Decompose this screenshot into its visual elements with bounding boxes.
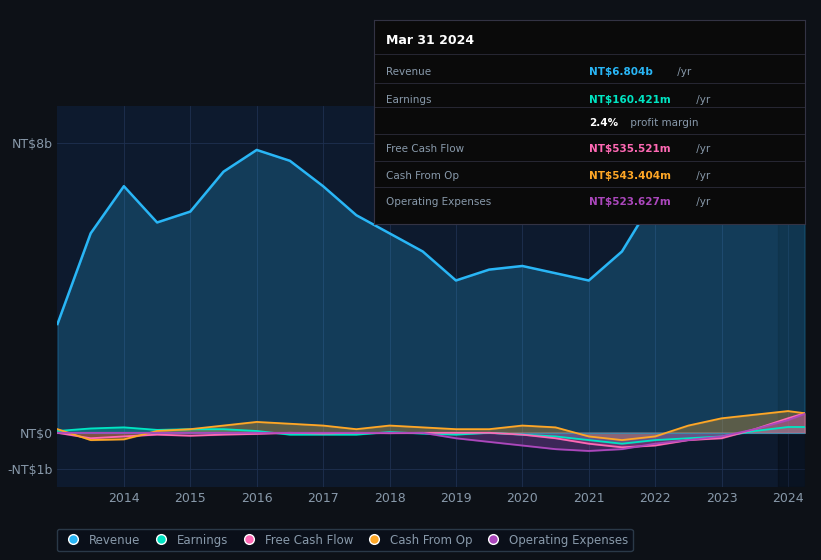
Text: NT$543.404m: NT$543.404m: [589, 171, 671, 181]
Text: Earnings: Earnings: [387, 95, 432, 105]
Text: Operating Expenses: Operating Expenses: [387, 198, 492, 207]
Text: Revenue: Revenue: [387, 67, 432, 77]
Text: profit margin: profit margin: [627, 118, 699, 128]
Text: /yr: /yr: [694, 198, 711, 207]
Text: /yr: /yr: [694, 144, 711, 155]
Text: /yr: /yr: [674, 67, 691, 77]
Text: NT$6.804b: NT$6.804b: [589, 67, 653, 77]
Text: 2.4%: 2.4%: [589, 118, 618, 128]
Bar: [778, 106, 805, 487]
Text: Free Cash Flow: Free Cash Flow: [387, 144, 465, 155]
Text: Cash From Op: Cash From Op: [387, 171, 460, 181]
Text: NT$523.627m: NT$523.627m: [589, 198, 671, 207]
Text: /yr: /yr: [694, 171, 711, 181]
Text: NT$160.421m: NT$160.421m: [589, 95, 671, 105]
Legend: Revenue, Earnings, Free Cash Flow, Cash From Op, Operating Expenses: Revenue, Earnings, Free Cash Flow, Cash …: [57, 529, 633, 551]
Text: NT$535.521m: NT$535.521m: [589, 144, 671, 155]
Text: Mar 31 2024: Mar 31 2024: [387, 34, 475, 47]
Text: /yr: /yr: [694, 95, 711, 105]
